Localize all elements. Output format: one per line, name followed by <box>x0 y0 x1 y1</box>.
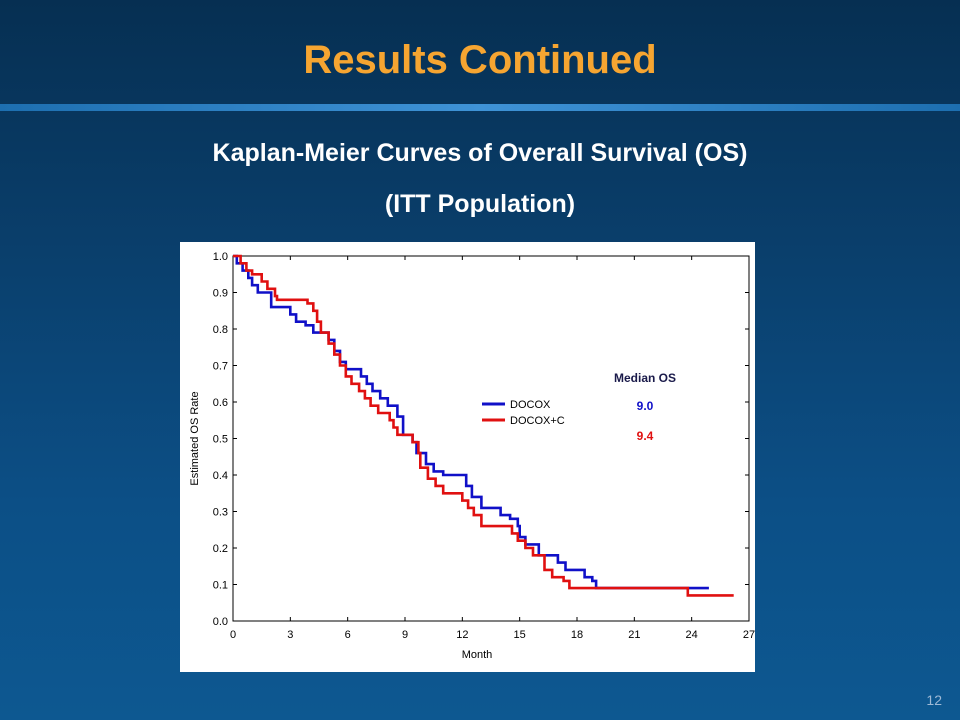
y-tick-label: 0.1 <box>213 580 228 592</box>
median-os-value: 9.0 <box>637 399 654 413</box>
legend-label: DOCOX <box>510 399 551 411</box>
median-os-value: 9.4 <box>637 429 654 443</box>
x-tick-label: 12 <box>456 629 468 641</box>
x-tick-label: 9 <box>402 629 408 641</box>
x-axis-label: Month <box>462 649 493 661</box>
y-axis-label: Estimated OS Rate <box>189 391 201 485</box>
y-tick-label: 0.3 <box>213 507 228 519</box>
x-tick-label: 24 <box>686 629 698 641</box>
slide-number: 12 <box>926 692 942 708</box>
plot-frame <box>232 255 750 622</box>
median-os-header: Median OS <box>614 371 676 385</box>
x-tick-label: 15 <box>514 629 526 641</box>
x-tick-label: 21 <box>628 629 640 641</box>
km-chart: 0.0 0.1 0.2 0.3 0.4 0.5 0.6 0.7 0.8 0.9 1.0 0 3 6 9 12 1… <box>189 251 755 661</box>
y-tick-label: 0.0 <box>213 616 228 628</box>
legend-label: DOCOX+C <box>510 415 565 427</box>
y-tick-label: 0.7 <box>213 361 228 373</box>
x-tick-label: 6 <box>345 629 351 641</box>
x-tick-label: 0 <box>230 629 236 641</box>
y-tick-label: 0.8 <box>213 324 228 336</box>
chart-heading: Kaplan-Meier Curves of Overall Survival … <box>212 139 748 167</box>
title-divider <box>0 104 960 111</box>
slide-title: Results Continued <box>303 38 657 82</box>
x-tick-label: 18 <box>571 629 583 641</box>
km-chart-panel: 0.0 0.1 0.2 0.3 0.4 0.5 0.6 0.7 0.8 0.9 1.0 0 3 6 9 12 1… <box>180 242 755 672</box>
series-line-docox <box>233 254 709 590</box>
series-line-docox-c <box>233 254 734 597</box>
chart-heading-population: (ITT Population) <box>384 190 576 218</box>
y-tick-label: 0.9 <box>213 288 228 300</box>
y-tick-label: 0.5 <box>213 434 228 446</box>
x-tick-label: 27 <box>743 629 755 641</box>
y-tick-label: 0.2 <box>213 543 228 555</box>
y-tick-label: 0.4 <box>213 470 228 482</box>
x-tick-label: 3 <box>287 629 293 641</box>
y-tick-label: 0.6 <box>213 397 228 409</box>
y-tick-label: 1.0 <box>213 251 228 263</box>
